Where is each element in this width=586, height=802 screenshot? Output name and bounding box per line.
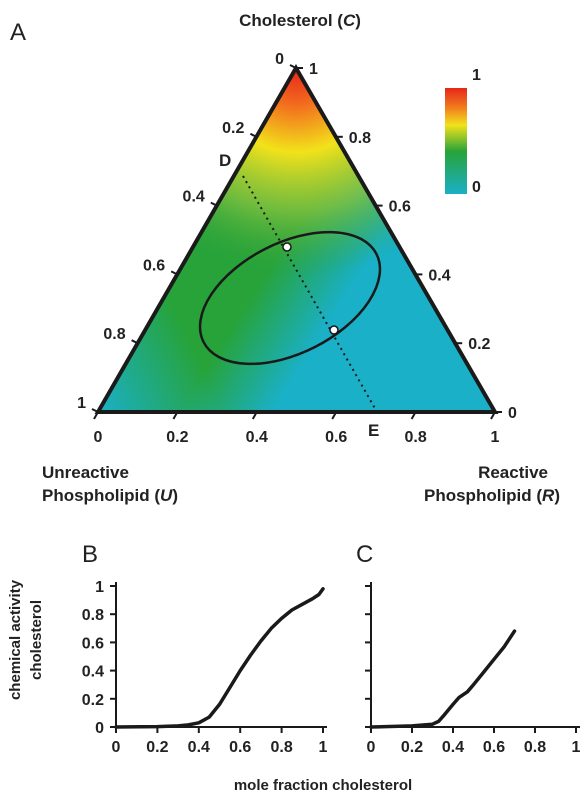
x-tick-label: 0.4 (188, 739, 210, 756)
colorbar (445, 88, 467, 194)
y-tick-label: 0 (95, 720, 104, 737)
panel-a-label: A (10, 19, 26, 46)
colorbar-min: 0 (472, 179, 481, 196)
x-tick-label: 0.6 (483, 739, 505, 756)
y-tick-label: 0.8 (82, 607, 104, 624)
reactive-tick-label: 1 (309, 61, 318, 78)
bottom-tick-mark (172, 411, 179, 420)
y-tick-label: 0.6 (82, 635, 104, 652)
x-tick-label: 1 (319, 739, 328, 756)
chol-tick-label: 0 (275, 51, 284, 68)
panel-b-plot: 0 0.2 0.4 0.6 0.8 1 0 0.2 0.4 0.6 0.8 1 (82, 579, 328, 756)
colorbar-max: 1 (472, 67, 481, 84)
y-tick-label: 1 (95, 579, 104, 596)
bottom-tick-label: 0.6 (325, 429, 347, 446)
bottom-tick-label: 0.8 (404, 429, 426, 446)
x-tick-label: 0 (367, 739, 376, 756)
chol-tick-mark (170, 270, 178, 276)
bottom-tick-label: 0.2 (166, 429, 188, 446)
chol-tick-mark (210, 201, 218, 207)
marked-point-upper (282, 242, 292, 252)
vertex-left-line2: Phospholipid (U) (42, 486, 178, 505)
chol-tick-label: 0.2 (222, 120, 244, 137)
ternary-frame (94, 63, 499, 414)
chol-tick-label: 1 (77, 395, 86, 412)
marked-point-lower (329, 325, 339, 335)
bottom-tick-mark (93, 411, 99, 420)
ylabel-line1: chemical activity (7, 579, 24, 700)
chol-tick-mark (91, 408, 99, 413)
panel-b-label: B (82, 541, 98, 568)
ternary-ticks: 0 0.2 0.4 0.6 0.8 1 1 0.8 0.6 0.4 0.2 0 0 0.2 0.4 0.6 0.… (77, 51, 517, 446)
x-tick-label: 0.8 (270, 739, 292, 756)
reactive-tick-label: 0.2 (468, 336, 490, 353)
x-tick-label: 0.2 (146, 739, 168, 756)
panel-c-plot: 0 0.2 0.4 0.6 0.8 1 (365, 582, 581, 756)
bottom-tick-label: 0 (94, 429, 103, 446)
bottom-tick-mark (490, 411, 496, 420)
bottom-tick-mark (251, 411, 258, 420)
activity-curve (114, 587, 325, 729)
reactive-tick-label: 0.6 (389, 199, 411, 216)
x-tick-label: 0.4 (442, 739, 464, 756)
x-tick-label: 0.8 (524, 739, 546, 756)
phase-boundary (198, 230, 382, 366)
bottom-tick-label: 0.4 (246, 429, 268, 446)
vertex-left-line1: Unreactive (42, 463, 129, 482)
chol-tick-mark (131, 339, 139, 345)
vertex-right-line1: Reactive (478, 463, 548, 482)
reactive-tick-label: 0.8 (349, 130, 371, 147)
x-tick-label: 0.6 (229, 739, 251, 756)
vertex-top-label: Cholesterol (C) (239, 11, 361, 30)
bottom-tick-label: 1 (491, 429, 500, 446)
chol-tick-label: 0.8 (103, 326, 125, 343)
panel-c-label: C (356, 541, 373, 568)
ternary-plot: A Cholesterol (C) D E 0 0.2 0.4 0.6 0.8 1 1 0.8… (10, 11, 560, 505)
chol-tick-mark (249, 132, 257, 138)
bottom-tick-mark (331, 411, 338, 420)
chol-tick-label: 0.4 (183, 189, 205, 206)
reactive-tick-label: 0 (508, 405, 517, 422)
chol-tick-label: 0.6 (143, 257, 165, 274)
x-tick-label: 1 (572, 739, 581, 756)
activity-curve (369, 629, 517, 729)
bottom-tick-mark (410, 411, 417, 420)
vertex-right-line2: Phospholipid (R) (424, 486, 560, 505)
point-e-label: E (368, 421, 379, 440)
point-d-label: D (219, 151, 231, 170)
y-tick-label: 0.2 (82, 692, 104, 709)
reactive-tick-label: 0.4 (428, 267, 450, 284)
chol-tick-mark (289, 64, 297, 69)
xlabel: mole fraction cholesterol (234, 777, 412, 794)
ylabel-line2: cholesterol (28, 600, 45, 680)
x-tick-label: 0.2 (401, 739, 423, 756)
x-tick-label: 0 (112, 739, 121, 756)
y-tick-label: 0.4 (82, 664, 104, 681)
